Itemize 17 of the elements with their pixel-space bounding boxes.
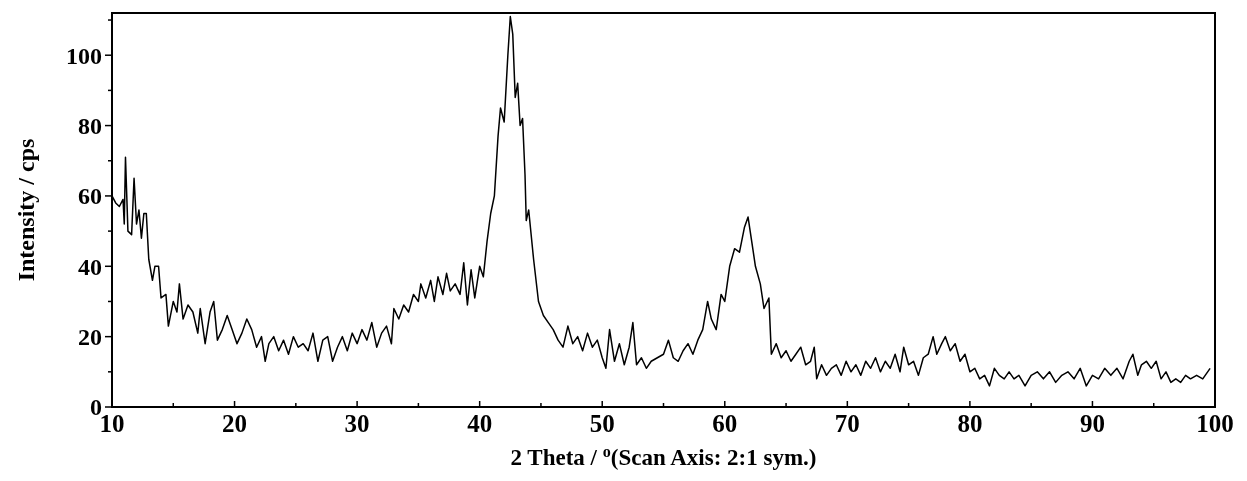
x-tick-label: 70 <box>834 410 860 437</box>
x-tick-label: 60 <box>712 410 738 437</box>
x-tick-label: 30 <box>344 410 370 437</box>
y-tick-label: 80 <box>78 112 102 139</box>
y-tick-label: 20 <box>78 324 102 351</box>
y-axis-title: Intensity / cps <box>13 138 39 282</box>
x-tick-label: 90 <box>1079 410 1105 437</box>
y-tick-label: 40 <box>78 253 102 280</box>
x-tick-label: 50 <box>589 410 615 437</box>
x-tick-label: 20 <box>222 410 248 437</box>
y-tick-label: 60 <box>78 183 102 210</box>
y-tick-label: 100 <box>66 42 102 69</box>
y-tick-label: 0 <box>90 394 102 421</box>
x-tick-label: 100 <box>1196 410 1234 437</box>
x-axis-title: 2 Theta / $^{o}$(Scan Axis: 2:1 sym.) <box>510 442 817 470</box>
x-tick-label: 40 <box>467 410 493 437</box>
x-tick-label: 80 <box>957 410 983 437</box>
